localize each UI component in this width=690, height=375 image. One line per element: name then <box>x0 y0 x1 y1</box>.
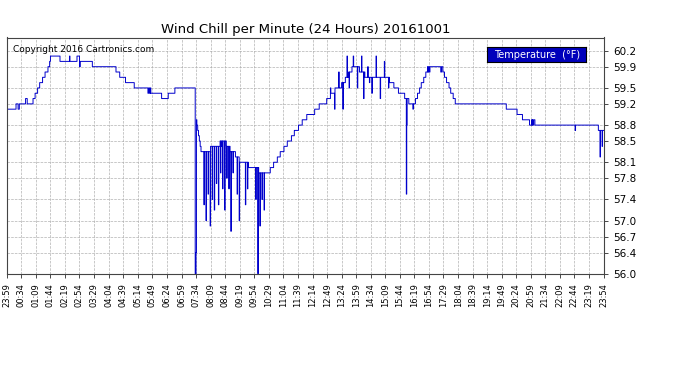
Title: Wind Chill per Minute (24 Hours) 20161001: Wind Chill per Minute (24 Hours) 2016100… <box>161 23 450 36</box>
Text: Copyright 2016 Cartronics.com: Copyright 2016 Cartronics.com <box>13 45 154 54</box>
Text: Temperature  (°F): Temperature (°F) <box>493 50 580 60</box>
